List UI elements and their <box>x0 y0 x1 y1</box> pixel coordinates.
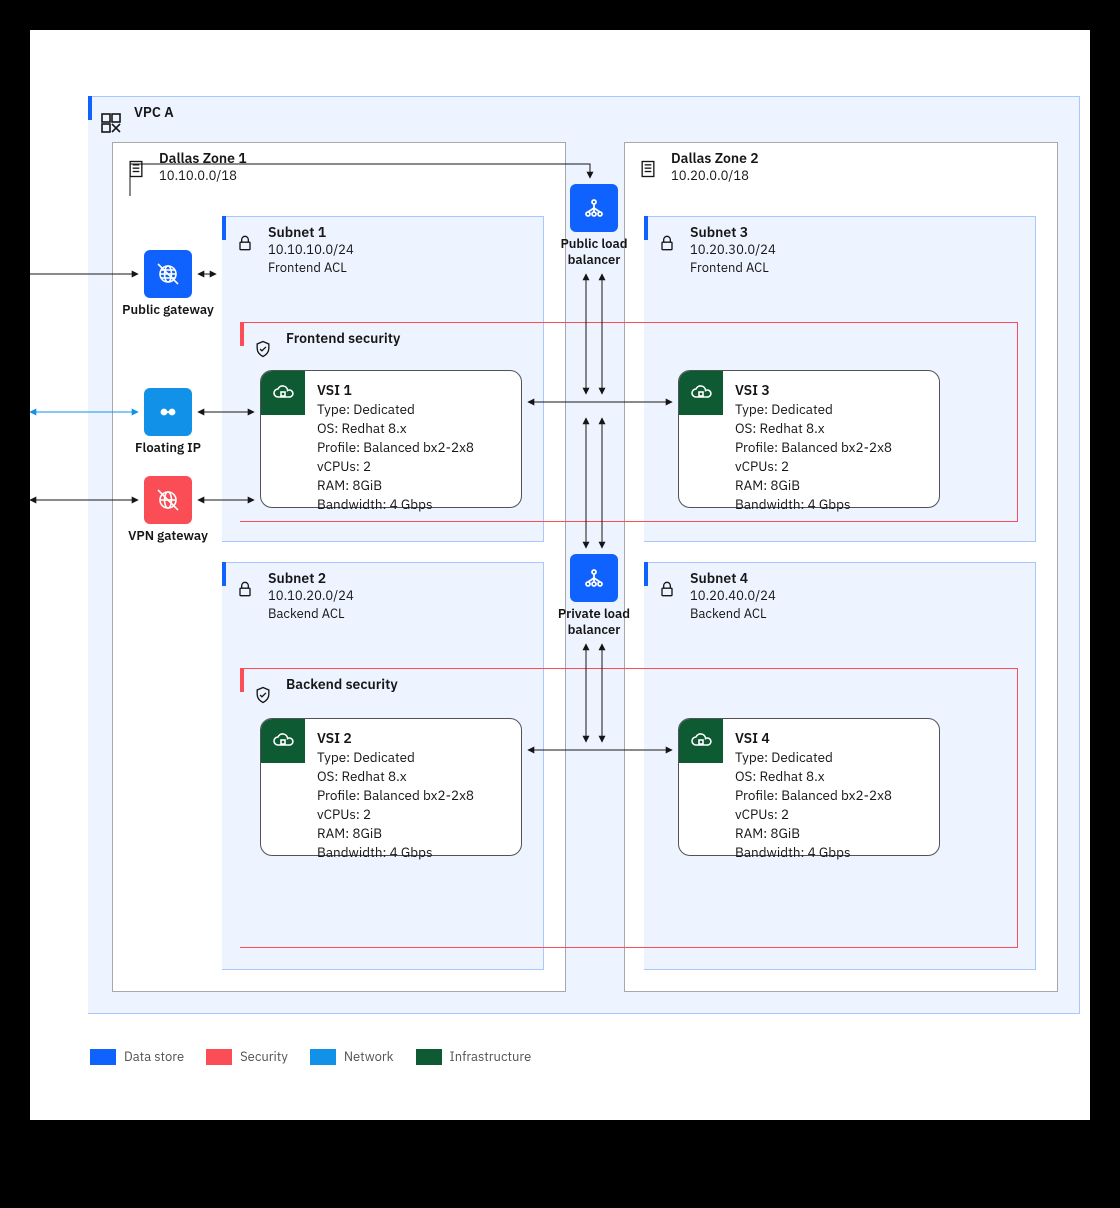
legend-label: Network <box>344 1048 394 1065</box>
cloud-server-icon <box>679 371 723 415</box>
subnet-3-cidr: 10.20.30.0/24 <box>690 241 776 259</box>
cloud-server-icon <box>261 371 305 415</box>
legend-label: Infrastructure <box>450 1048 532 1065</box>
vsi-1-spec: Bandwidth: 4 Gbps <box>317 495 474 514</box>
shield-icon <box>240 669 286 721</box>
frontend-security-header: Frontend security <box>240 323 400 375</box>
legend-swatch <box>416 1049 442 1065</box>
subnet-4-acl: Backend ACL <box>690 605 776 623</box>
vpn-gateway-label: VPN gateway <box>113 528 223 544</box>
subnet-4-title: Subnet 4 <box>690 569 776 587</box>
subnet-1-cidr: 10.10.10.0/24 <box>268 241 354 259</box>
vsi-4-spec: Bandwidth: 4 Gbps <box>735 843 892 862</box>
frontend-security-title: Frontend security <box>286 329 400 347</box>
vsi-1-spec: Type: Dedicated <box>317 400 474 419</box>
legend-item: Security <box>206 1048 288 1065</box>
vsi-4-spec: vCPUs: 2 <box>735 805 892 824</box>
zone-1-cidr: 10.10.0.0/18 <box>159 167 247 185</box>
vsi-4-spec: RAM: 8GiB <box>735 824 892 843</box>
backend-security-title: Backend security <box>286 675 398 693</box>
cloud-server-icon <box>679 719 723 763</box>
vsi-1-title: VSI 1 <box>317 381 474 400</box>
legend-item: Network <box>310 1048 394 1065</box>
vsi-3-spec: Profile: Balanced bx2-2x8 <box>735 438 892 457</box>
vsi-1-spec: OS: Redhat 8.x <box>317 419 474 438</box>
subnet-3-header: Subnet 3 10.20.30.0/24 Frontend ACL <box>644 217 776 269</box>
lock-icon <box>222 563 268 615</box>
vsi-3-spec: OS: Redhat 8.x <box>735 419 892 438</box>
vsi-2-spec: OS: Redhat 8.x <box>317 767 474 786</box>
shield-icon <box>240 323 286 375</box>
subnet-1-title: Subnet 1 <box>268 223 354 241</box>
private-load-balancer-node <box>570 554 618 602</box>
vsi-2-spec: vCPUs: 2 <box>317 805 474 824</box>
legend-swatch <box>310 1049 336 1065</box>
vsi-3-spec: Type: Dedicated <box>735 400 892 419</box>
lock-icon <box>222 217 268 269</box>
vsi-1-box: VSI 1 Type: Dedicated OS: Redhat 8.x Pro… <box>260 370 522 508</box>
subnet-4-header: Subnet 4 10.20.40.0/24 Backend ACL <box>644 563 776 615</box>
vsi-2-spec: Type: Dedicated <box>317 748 474 767</box>
zone-2-header: Dallas Zone 2 10.20.0.0/18 <box>625 143 759 195</box>
floating-ip-label: Floating IP <box>113 440 223 456</box>
public-load-balancer-label: Public load balancer <box>539 236 649 268</box>
cloud-server-icon <box>261 719 305 763</box>
subnet-3-acl: Frontend ACL <box>690 259 776 277</box>
zone-1-title: Dallas Zone 1 <box>159 149 247 167</box>
zone-2-title: Dallas Zone 2 <box>671 149 759 167</box>
subnet-3-title: Subnet 3 <box>690 223 776 241</box>
vsi-3-spec: vCPUs: 2 <box>735 457 892 476</box>
floating-ip-node <box>144 388 192 436</box>
diagram-canvas: VPC A Dallas Zone 1 10.10.0.0/18 <box>30 30 1090 1120</box>
vsi-3-spec: Bandwidth: 4 Gbps <box>735 495 892 514</box>
vsi-3-spec: RAM: 8GiB <box>735 476 892 495</box>
legend: Data store Security Network Infrastructu… <box>90 1048 531 1065</box>
vsi-2-title: VSI 2 <box>317 729 474 748</box>
subnet-1-header: Subnet 1 10.10.10.0/24 Frontend ACL <box>222 217 354 269</box>
vsi-4-spec: Type: Dedicated <box>735 748 892 767</box>
vsi-4-title: VSI 4 <box>735 729 892 748</box>
vsi-3-box: VSI 3 Type: Dedicated OS: Redhat 8.x Pro… <box>678 370 940 508</box>
vsi-4-spec: OS: Redhat 8.x <box>735 767 892 786</box>
legend-swatch <box>206 1049 232 1065</box>
private-load-balancer-label: Private load balancer <box>539 606 649 638</box>
zone-2-cidr: 10.20.0.0/18 <box>671 167 759 185</box>
subnet-2-header: Subnet 2 10.10.20.0/24 Backend ACL <box>222 563 354 615</box>
lock-icon <box>644 217 690 269</box>
subnet-2-cidr: 10.10.20.0/24 <box>268 587 354 605</box>
subnet-2-title: Subnet 2 <box>268 569 354 587</box>
public-load-balancer-node <box>570 184 618 232</box>
lock-icon <box>644 563 690 615</box>
vsi-4-spec: Profile: Balanced bx2-2x8 <box>735 786 892 805</box>
legend-label: Security <box>240 1048 288 1065</box>
public-gateway-label: Public gateway <box>113 302 223 318</box>
subnet-1-acl: Frontend ACL <box>268 259 354 277</box>
vsi-2-spec: Profile: Balanced bx2-2x8 <box>317 786 474 805</box>
vpc-title: VPC A <box>134 103 174 121</box>
vsi-1-spec: vCPUs: 2 <box>317 457 474 476</box>
backend-security-header: Backend security <box>240 669 398 721</box>
vsi-4-box: VSI 4 Type: Dedicated OS: Redhat 8.x Pro… <box>678 718 940 856</box>
legend-swatch <box>90 1049 116 1065</box>
subnet-4-cidr: 10.20.40.0/24 <box>690 587 776 605</box>
vpn-gateway-node <box>144 476 192 524</box>
zone-1-header: Dallas Zone 1 10.10.0.0/18 <box>113 143 247 195</box>
data-center-icon <box>625 143 671 195</box>
data-center-icon <box>113 143 159 195</box>
public-gateway-node <box>144 250 192 298</box>
subnet-2-acl: Backend ACL <box>268 605 354 623</box>
vsi-1-spec: Profile: Balanced bx2-2x8 <box>317 438 474 457</box>
vsi-1-spec: RAM: 8GiB <box>317 476 474 495</box>
legend-label: Data store <box>124 1048 184 1065</box>
vsi-2-spec: RAM: 8GiB <box>317 824 474 843</box>
legend-item: Data store <box>90 1048 184 1065</box>
vsi-2-spec: Bandwidth: 4 Gbps <box>317 843 474 862</box>
legend-item: Infrastructure <box>416 1048 532 1065</box>
vsi-3-title: VSI 3 <box>735 381 892 400</box>
vsi-2-box: VSI 2 Type: Dedicated OS: Redhat 8.x Pro… <box>260 718 522 856</box>
